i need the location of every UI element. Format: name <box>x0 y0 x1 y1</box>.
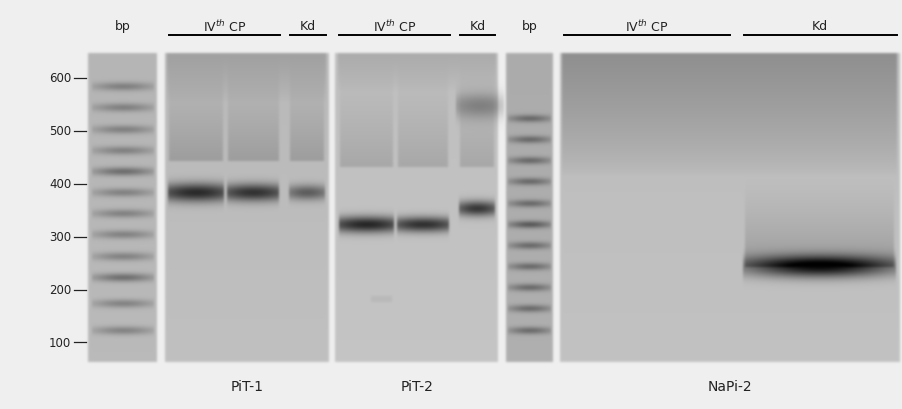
Text: Kd: Kd <box>469 20 485 33</box>
Text: 100: 100 <box>49 336 71 349</box>
Text: PiT-1: PiT-1 <box>231 380 263 393</box>
Text: bp: bp <box>115 20 131 33</box>
Text: 600: 600 <box>49 72 71 85</box>
Text: Kd: Kd <box>812 20 828 33</box>
Text: IV$^{th}$ CP: IV$^{th}$ CP <box>625 19 668 34</box>
Text: 400: 400 <box>49 178 71 191</box>
Text: 200: 200 <box>49 283 71 297</box>
Text: PiT-2: PiT-2 <box>400 380 434 393</box>
Text: 300: 300 <box>49 231 71 243</box>
Text: bp: bp <box>522 20 538 33</box>
Text: IV$^{th}$ CP: IV$^{th}$ CP <box>373 19 416 34</box>
Text: 500: 500 <box>49 125 71 138</box>
Text: Kd: Kd <box>299 20 316 33</box>
Text: NaPi-2: NaPi-2 <box>708 380 752 393</box>
Text: IV$^{th}$ CP: IV$^{th}$ CP <box>203 19 246 34</box>
